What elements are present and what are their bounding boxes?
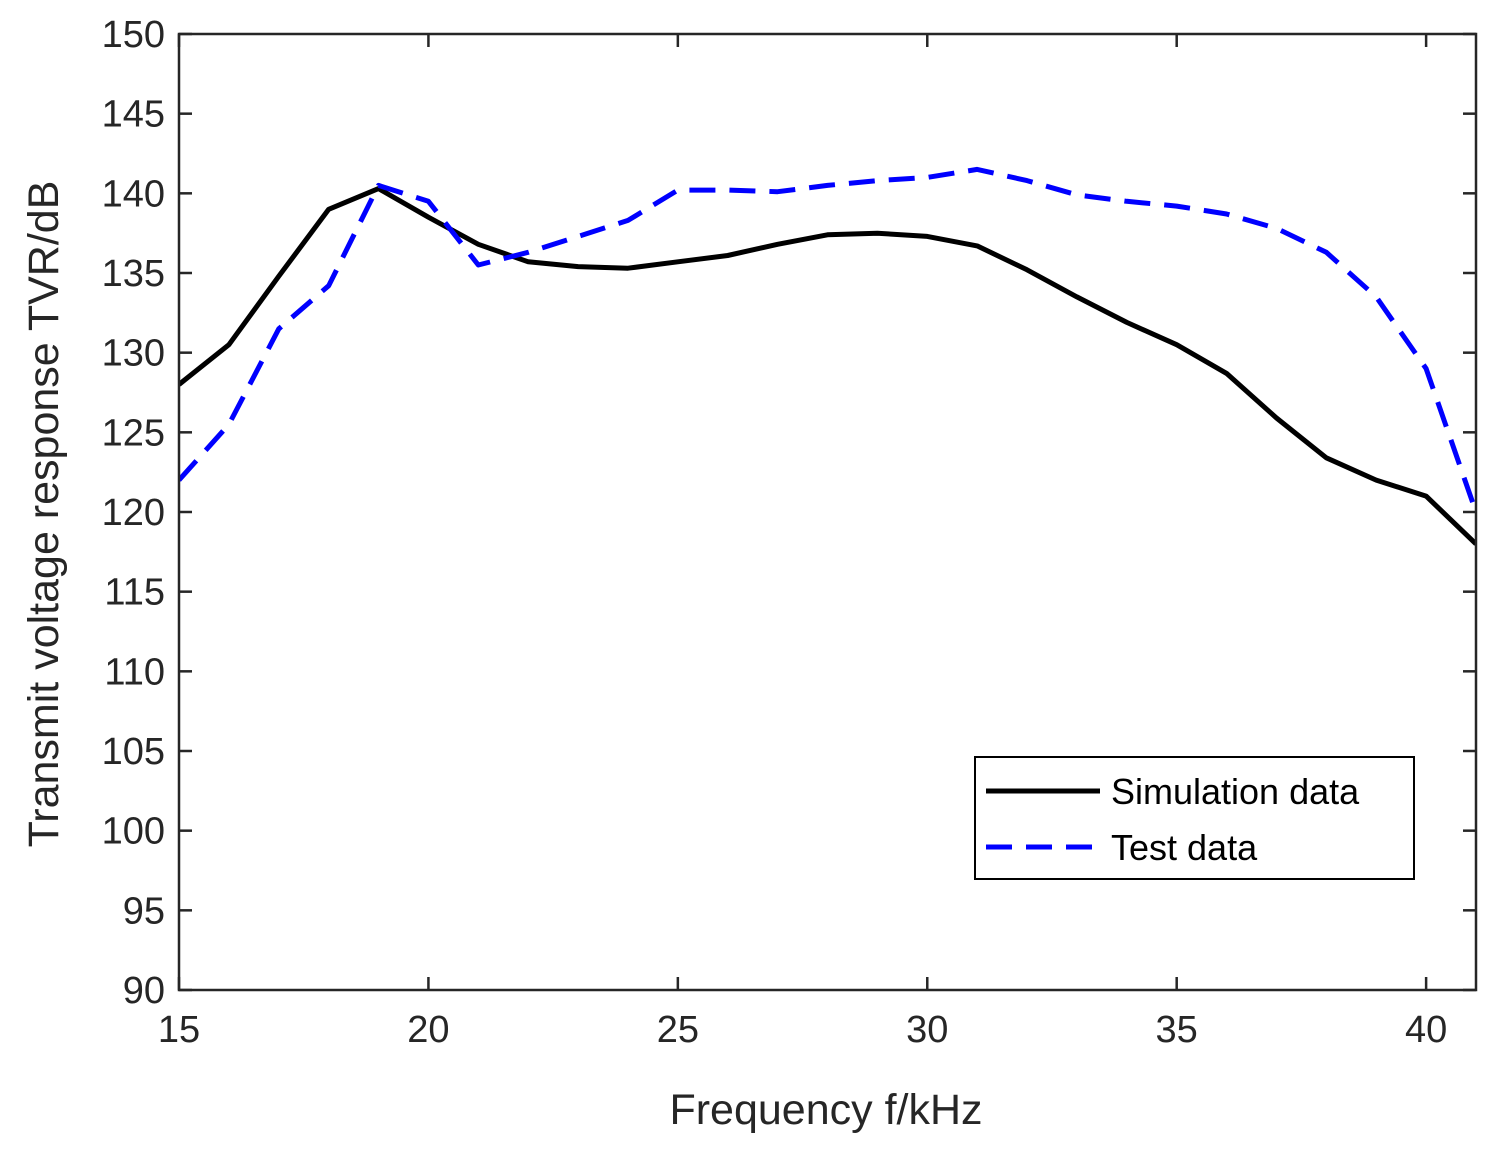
- x-tick-label: 15: [158, 1009, 200, 1051]
- y-tick-label: 110: [104, 651, 165, 693]
- y-tick-label: 120: [102, 492, 165, 534]
- x-tick-label: 35: [1156, 1009, 1198, 1051]
- y-tick-label: 105: [102, 731, 165, 773]
- y-tick-label: 150: [102, 14, 165, 56]
- y-tick-label: 95: [123, 890, 165, 932]
- series-line-simulation: [179, 186, 1476, 546]
- series-line-test: [179, 166, 1476, 513]
- y-tick-label: 115: [104, 572, 165, 614]
- y-tick-label: 90: [123, 970, 165, 1012]
- y-tick-label: 100: [102, 811, 165, 853]
- legend-label-simulation: Simulation data: [1111, 771, 1360, 812]
- y-tick-label: 135: [102, 253, 165, 295]
- y-tick-label: 125: [102, 412, 165, 454]
- legend: Simulation data Test data: [974, 756, 1415, 880]
- x-tick-label: 40: [1405, 1009, 1447, 1051]
- y-tick-label: 140: [102, 173, 165, 215]
- axes-layer: 15 20 25 30 35 40 90 95 100 105 110 115 120 125 130 135…: [102, 14, 1478, 1051]
- y-tick-label: 145: [102, 94, 165, 136]
- x-tick-label: 25: [657, 1009, 699, 1051]
- y-axis-label: Transmit voltage response TVR/dB: [20, 181, 68, 848]
- x-tick-label: 30: [906, 1009, 948, 1051]
- y-tick-label: 130: [102, 333, 165, 375]
- x-tick-label: 20: [407, 1009, 449, 1051]
- legend-box: [974, 756, 1415, 880]
- series-layer: [179, 166, 1476, 546]
- legend-label-test: Test data: [1111, 827, 1258, 868]
- x-axis-label: Frequency f/kHz: [669, 1086, 982, 1134]
